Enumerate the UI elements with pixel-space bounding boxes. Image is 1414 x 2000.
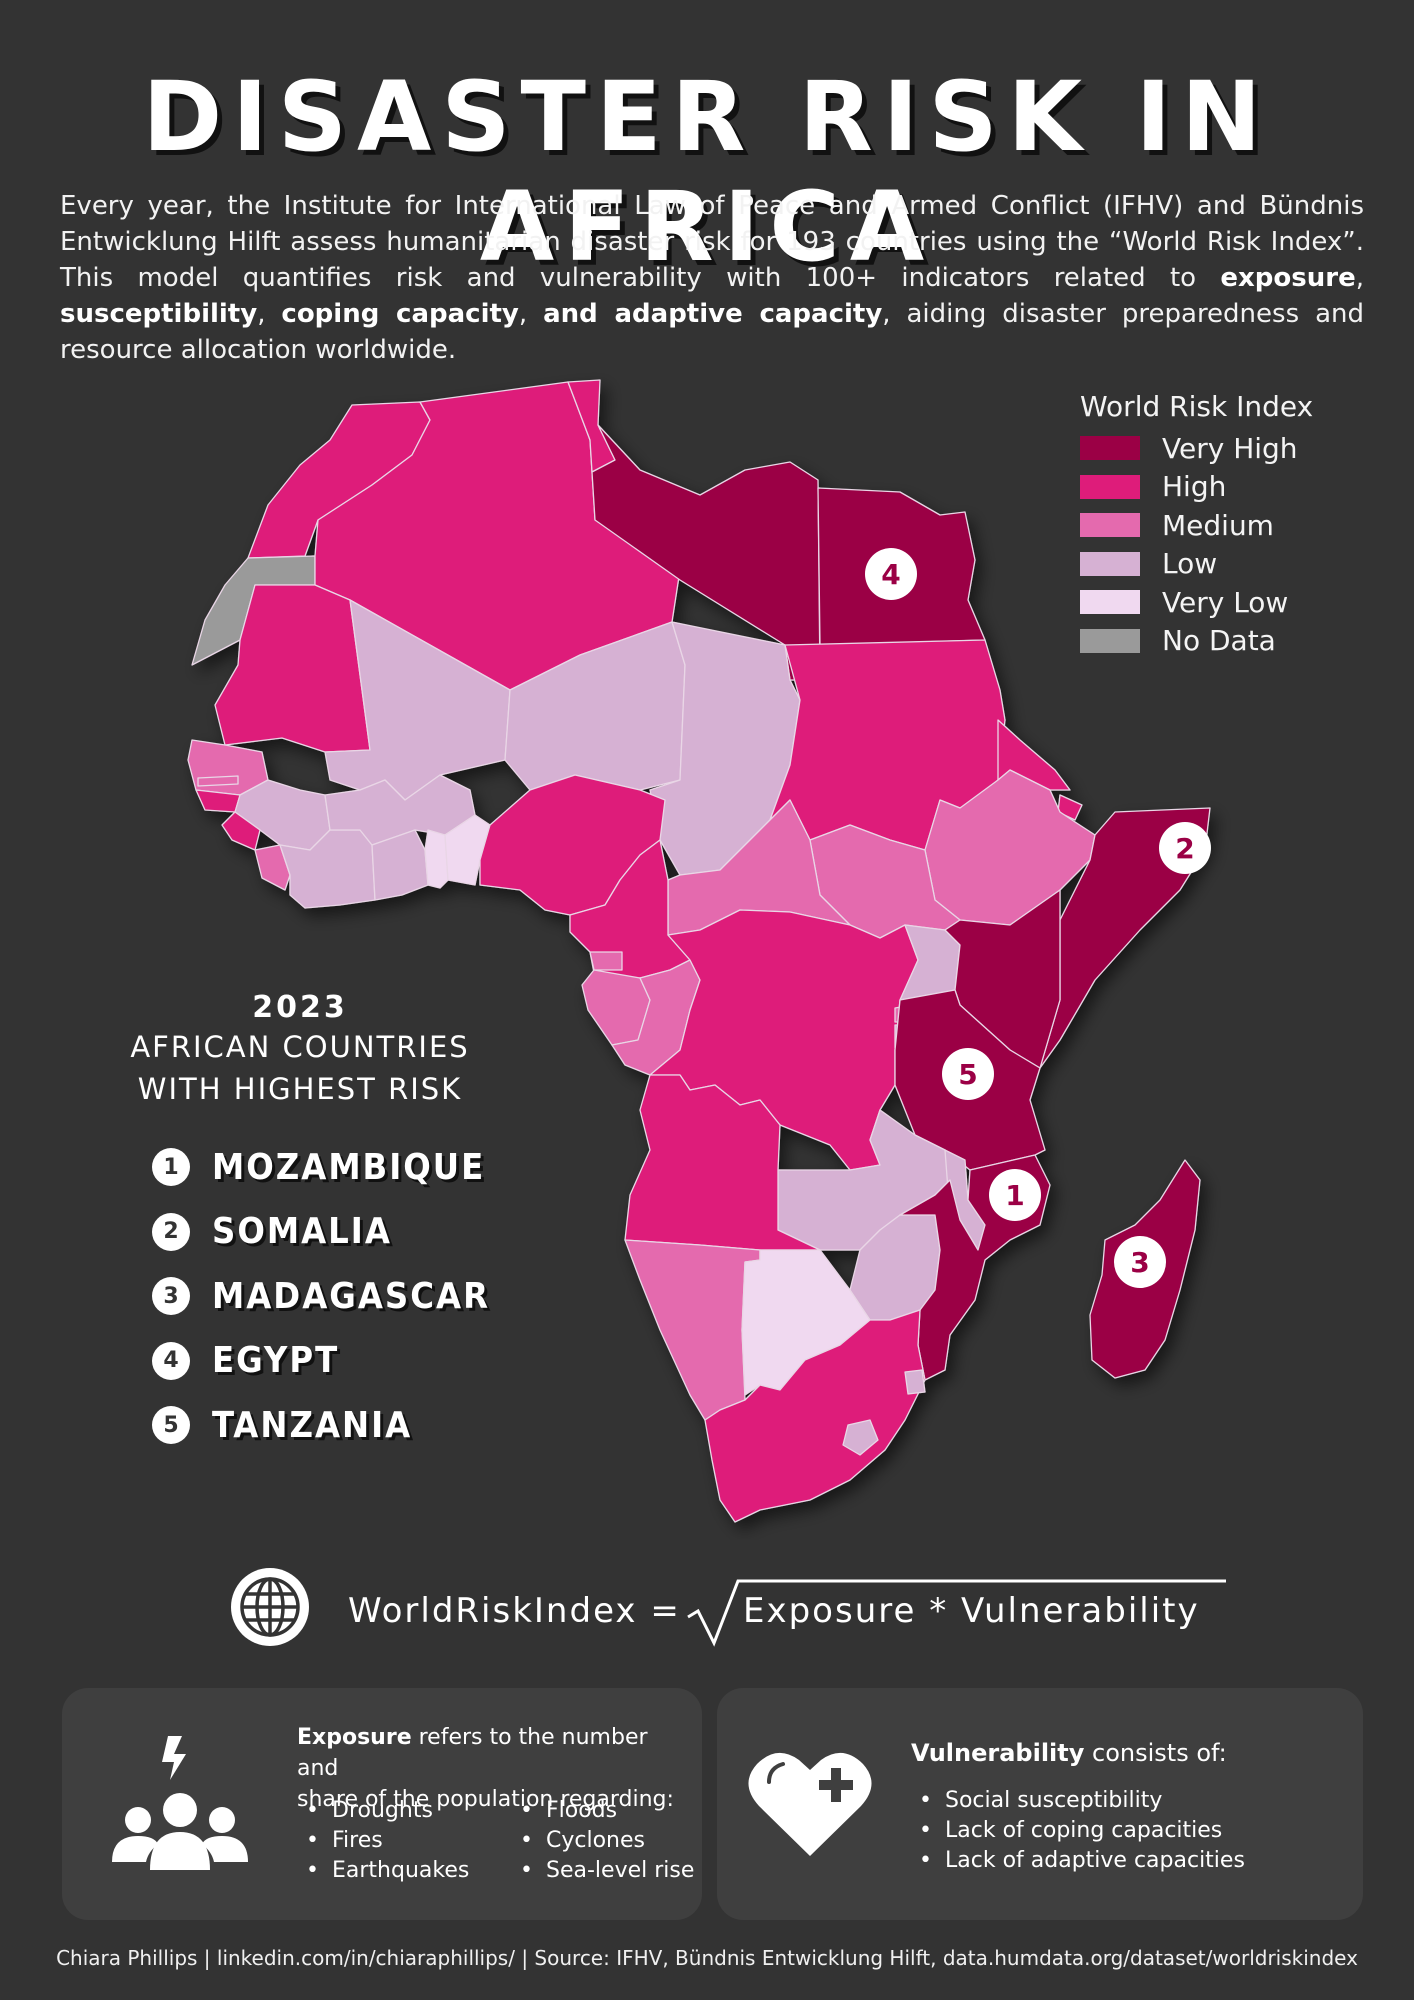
legend-label: Very High (1162, 431, 1298, 465)
rank-row: 5 TANZANIA (152, 1393, 540, 1458)
rank-country-name: TANZANIA (212, 1404, 413, 1446)
legend-item: No Data (1080, 622, 1380, 661)
page-title: DISASTER RISK IN AFRICA (142, 61, 1272, 283)
map-marker-4: 4 (865, 548, 917, 600)
legend-item: Very Low (1080, 583, 1380, 622)
legend-item: High (1080, 468, 1380, 507)
globe-icon (231, 1568, 309, 1646)
country-eswatini (904, 1369, 926, 1395)
intro-exposure: exposure (1220, 263, 1356, 293)
legend-item: Low (1080, 545, 1380, 584)
country-niger (504, 621, 686, 791)
rank-badge: 2 (152, 1212, 190, 1251)
list-item: Fires (298, 1826, 469, 1856)
rank-country-name: MADAGASCAR (212, 1275, 491, 1317)
map-marker-2-label: 2 (1175, 832, 1194, 865)
list-item: Social susceptibility (911, 1786, 1245, 1816)
legend-label: Medium (1162, 508, 1274, 542)
exposure-list-2: Floods Cyclones Sea-level rise (512, 1796, 694, 1886)
intro-adaptive: and adaptive capacity (543, 299, 883, 329)
map-marker-3: 3 (1114, 1236, 1166, 1288)
rank-country-name: MOZAMBIQUE (212, 1146, 486, 1188)
list-item: Sea-level rise (512, 1856, 694, 1886)
rank-row: 3 MADAGASCAR (152, 1264, 540, 1329)
exposure-list-1: Droughts Fires Earthquakes (298, 1796, 469, 1886)
rank-badge: 1 (152, 1148, 190, 1187)
country-lesotho (842, 1419, 879, 1456)
legend-label: High (1162, 470, 1227, 504)
legend-label: Low (1162, 547, 1218, 581)
country-djibouti (1057, 794, 1083, 821)
africa-risk-map: 1 2 3 4 5 (187, 379, 1211, 1523)
country-mauritania (214, 584, 371, 753)
map-marker-4-label: 4 (881, 558, 900, 591)
vulnerability-list: Social susceptibility Lack of coping cap… (911, 1786, 1245, 1876)
list-item: Lack of coping capacities (911, 1816, 1245, 1846)
list-item: Cyclones (512, 1826, 694, 1856)
rank-row: 1 MOZAMBIQUE (152, 1135, 540, 1200)
legend-swatch (1080, 436, 1140, 461)
list-item: Floods (512, 1796, 694, 1826)
list-item: Droughts (298, 1796, 469, 1826)
heart-plus-icon (748, 1752, 872, 1856)
map-marker-2: 2 (1159, 822, 1211, 874)
intro-text: Every year, the Institute for Internatio… (60, 191, 1364, 293)
legend-swatch (1080, 474, 1140, 499)
country-togo (424, 829, 449, 889)
rank-badge: 3 (152, 1277, 190, 1316)
legend-label: Very Low (1162, 585, 1289, 619)
list-item: Earthquakes (298, 1856, 469, 1886)
legend-swatch (1080, 551, 1140, 576)
intro-text-end: , aiding disaster preparedness and resou… (60, 299, 1364, 365)
rank-badge: 4 (152, 1341, 190, 1380)
country-angola (624, 1074, 821, 1251)
country-gambia (197, 775, 239, 787)
vulnerability-bold: Vulnerability (911, 1739, 1085, 1767)
rank-row: 4 EGYPT (152, 1329, 540, 1394)
map-marker-5: 5 (942, 1048, 994, 1100)
top-countries-subtitle-2: WITH HIGHEST RISK (137, 1072, 463, 1106)
rank-country-name: SOMALIA (212, 1211, 392, 1253)
exposure-card: Exposure refers to the number and share o… (62, 1688, 702, 1920)
formula-row: WorldRiskIndex = Exposure * Vulnerabilit… (228, 1565, 1228, 1665)
footer-credits: Chiara Phillips | linkedin.com/in/chiara… (56, 1946, 1358, 1970)
country-equatorial-guinea (589, 951, 623, 971)
map-marker-3-label: 3 (1130, 1246, 1149, 1279)
rank-list: 1 MOZAMBIQUE 2 SOMALIA 3 MADAGASCAR 4 EG… (152, 1135, 540, 1458)
legend-item: Medium (1080, 506, 1380, 545)
legend-item: Very High (1080, 429, 1380, 468)
list-item: Lack of adaptive capacities (911, 1846, 1245, 1876)
map-legend: World Risk Index Very High High Medium L… (1080, 390, 1380, 660)
top-countries-panel: 2023 AFRICAN COUNTRIES WITH HIGHEST RISK… (60, 990, 540, 1458)
intro-susceptibility: susceptibility (60, 299, 258, 329)
map-marker-1-label: 1 (1005, 1179, 1024, 1212)
top-countries-year: 2023 (252, 990, 348, 1025)
legend-swatch (1080, 628, 1140, 653)
intro-paragraph: Every year, the Institute for Internatio… (60, 191, 1364, 365)
legend-swatch (1080, 590, 1140, 615)
map-marker-5-label: 5 (958, 1058, 977, 1091)
country-drc (649, 909, 919, 1171)
rank-row: 2 SOMALIA (152, 1200, 540, 1265)
rank-country-name: EGYPT (212, 1340, 340, 1382)
legend-swatch (1080, 513, 1140, 538)
vulnerability-heading: Vulnerability consists of: (911, 1739, 1227, 1767)
intro-coping: coping capacity (281, 299, 519, 329)
exposure-bold: Exposure (297, 1725, 412, 1750)
country-namibia (624, 1239, 761, 1421)
legend-title: World Risk Index (1080, 390, 1314, 423)
legend-label: No Data (1162, 624, 1276, 658)
formula-right: Exposure * Vulnerability (743, 1591, 1200, 1631)
sqrt-sign (687, 1579, 1226, 1647)
rank-badge: 5 (152, 1406, 190, 1445)
country-sierra-leone (221, 811, 261, 851)
country-liberia (254, 844, 291, 891)
people-lightning-icon (112, 1736, 248, 1870)
vulnerability-card: Vulnerability consists of: Social suscep… (717, 1688, 1363, 1920)
map-marker-1: 1 (989, 1169, 1041, 1221)
formula-left: WorldRiskIndex = (348, 1591, 681, 1631)
country-south-africa (704, 1309, 926, 1523)
top-countries-subtitle-1: AFRICAN COUNTRIES (130, 1030, 470, 1064)
